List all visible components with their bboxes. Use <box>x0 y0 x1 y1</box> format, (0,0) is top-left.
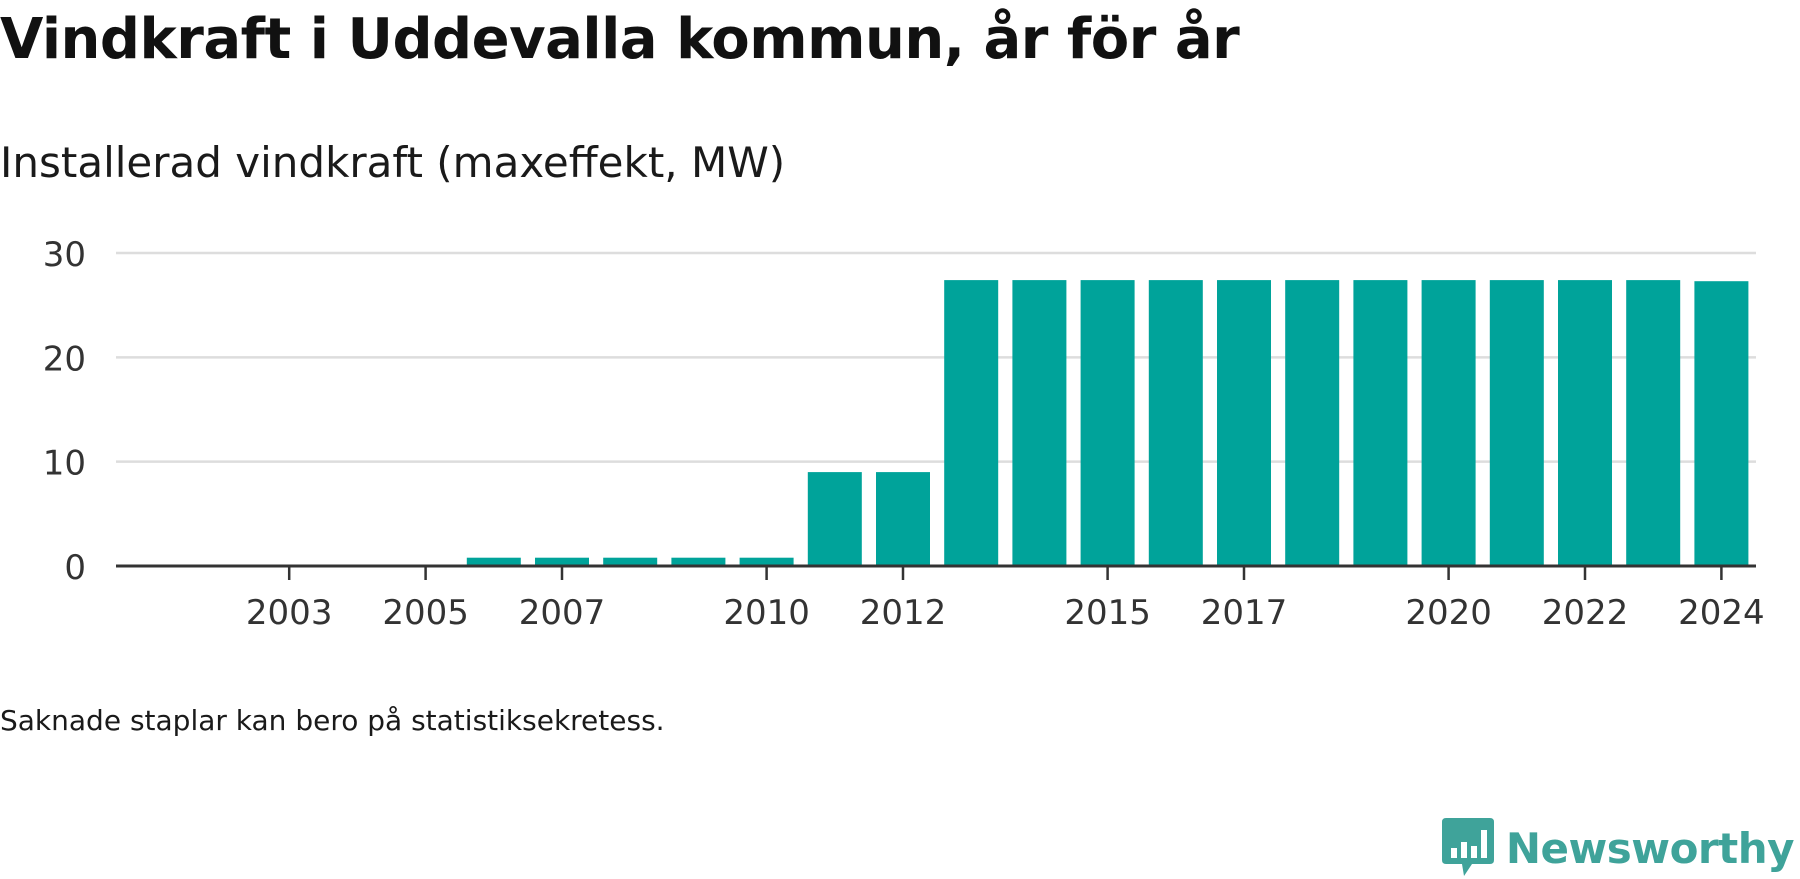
bar-2011 <box>807 472 862 566</box>
x-tick-label-2022: 2022 <box>1542 593 1629 633</box>
page-title: Vindkraft i Uddevalla kommun, år för år <box>0 7 1240 72</box>
x-tick-labels: 2003 2005 2007 2010 2012 2015 2017 2020 2022 2024 <box>246 593 1765 633</box>
bar-2015 <box>1080 280 1135 566</box>
bar-2007 <box>535 557 589 566</box>
y-tick-label-0: 0 <box>64 548 86 588</box>
bar-chart: 0 10 20 30 2003 2005 2007 2010 2012 2015 2017 2020… <box>43 235 1765 633</box>
gridlines <box>116 251 1756 463</box>
bar-2009 <box>671 557 726 566</box>
x-tick-label-2005: 2005 <box>382 593 469 633</box>
bar-2010 <box>739 557 794 566</box>
footnote: Saknade staplar kan bero på statistiksek… <box>0 704 665 737</box>
y-tick-label-10: 10 <box>43 444 86 484</box>
bar-2024 <box>1694 281 1749 566</box>
x-tick-label-2003: 2003 <box>246 593 333 633</box>
bar-2012 <box>876 472 930 566</box>
bar-2016 <box>1148 280 1203 566</box>
brand-logo: Newsworthy <box>1441 818 1795 878</box>
bar-2020 <box>1421 280 1476 566</box>
x-tick-label-2024: 2024 <box>1678 593 1765 633</box>
x-tick-label-2015: 2015 <box>1064 593 1151 633</box>
bar-2014 <box>1012 280 1067 566</box>
x-tick-label-2007: 2007 <box>519 593 606 633</box>
bar-2021 <box>1489 280 1544 566</box>
x-tick-label-2020: 2020 <box>1405 593 1492 633</box>
bars <box>466 280 1749 566</box>
bar-2013 <box>944 280 999 566</box>
bar-2006 <box>466 557 521 566</box>
axes <box>116 564 1756 580</box>
y-tick-label-30: 30 <box>43 235 86 275</box>
newsworthy-logo-icon <box>1441 818 1494 876</box>
chart-subtitle: Installerad vindkraft (maxeffekt, MW) <box>0 138 786 187</box>
x-tick-label-2012: 2012 <box>860 593 947 633</box>
bar-2023 <box>1626 280 1681 566</box>
bar-2018 <box>1285 280 1340 566</box>
brand-name: Newsworthy <box>1505 823 1795 873</box>
bar-2008 <box>603 557 658 566</box>
bar-2019 <box>1353 280 1408 566</box>
y-tick-labels: 0 10 20 30 <box>43 235 86 588</box>
x-tick-label-2017: 2017 <box>1201 593 1288 633</box>
bar-2022 <box>1558 280 1612 566</box>
y-tick-label-20: 20 <box>43 339 86 379</box>
x-tick-label-2010: 2010 <box>723 593 810 633</box>
bar-2017 <box>1217 280 1271 566</box>
